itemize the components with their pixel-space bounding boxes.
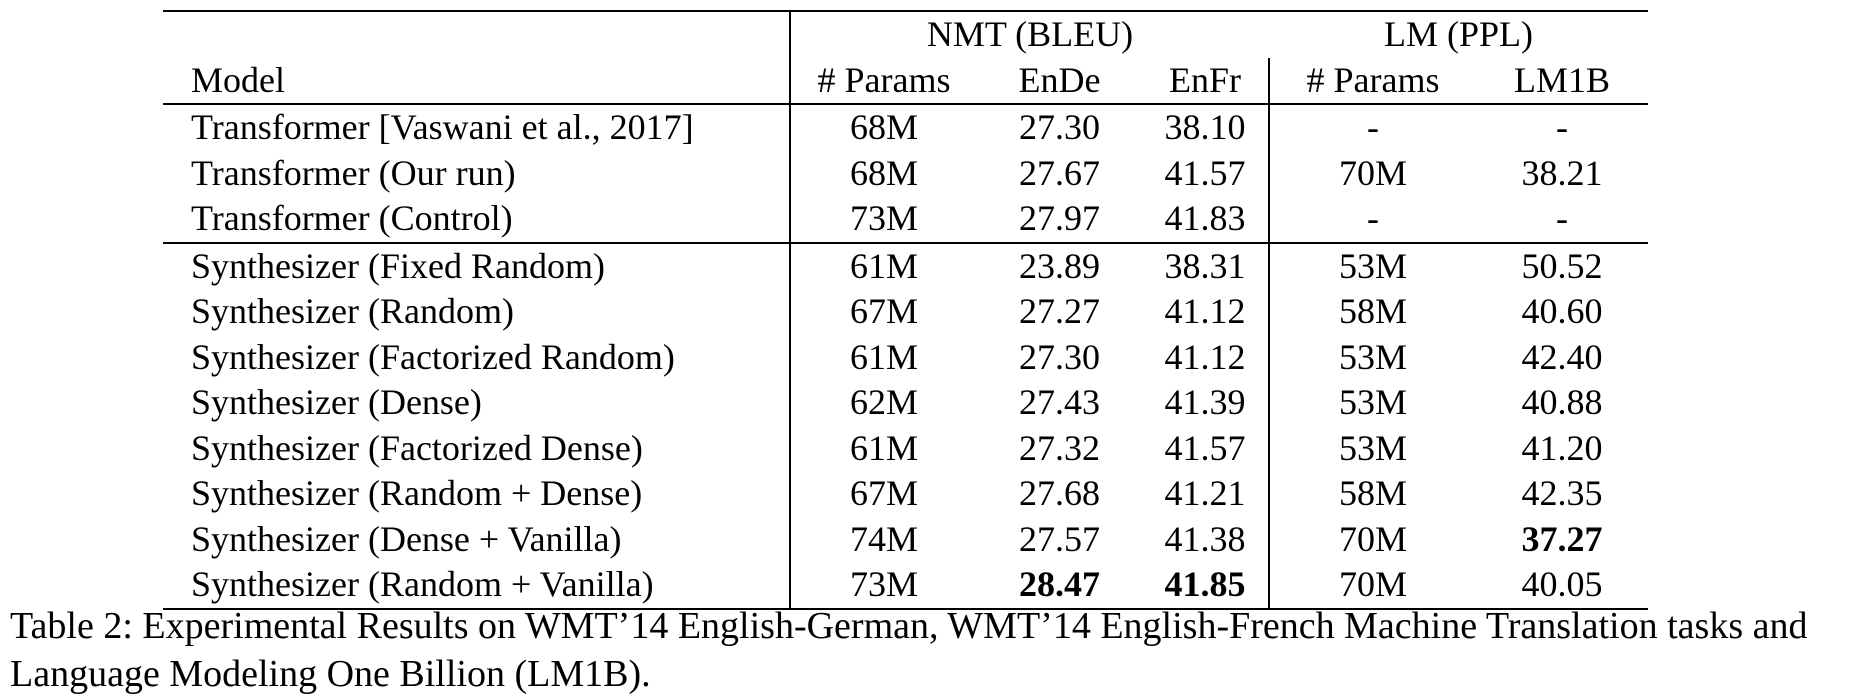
table-row: Transformer (Our run) 68M 27.67 41.57 70… — [163, 150, 1648, 196]
model-column-header: Model — [163, 57, 790, 105]
enfr-cell: 41.83 — [1142, 196, 1269, 244]
table-row: Synthesizer (Dense + Vanilla) 74M 27.57 … — [163, 516, 1648, 562]
model-cell: Synthesizer (Dense) — [191, 382, 482, 423]
ende-cell: 27.43 — [1019, 382, 1100, 423]
table-row: Synthesizer (Factorized Random) 61M 27.3… — [163, 334, 1648, 380]
nmt-params-cell: 62M — [789, 380, 977, 426]
lm1b-cell-best: 37.27 — [1521, 518, 1603, 559]
lm-params-cell: 53M — [1268, 334, 1476, 380]
nmt-group-header: NMT (BLEU) — [789, 10, 1269, 58]
ende-cell: 27.57 — [1019, 518, 1100, 559]
results-table: NMT (BLEU) LM (PPL) Model # Params EnDe … — [163, 10, 1649, 610]
lm1b-cell: - — [1556, 107, 1568, 148]
table-row: Transformer [Vaswani et al., 2017] 68M 2… — [163, 104, 1648, 151]
enfr-cell: 41.57 — [1164, 152, 1246, 193]
nmt-params-column-header: # Params — [789, 57, 977, 105]
model-cell: Synthesizer (Dense + Vanilla) — [191, 518, 622, 559]
enfr-cell: 41.21 — [1164, 473, 1246, 514]
enfr-cell: 41.39 — [1164, 382, 1246, 423]
results-table-container: NMT (BLEU) LM (PPL) Model # Params EnDe … — [163, 10, 1649, 610]
table-row: Synthesizer (Random + Dense) 67M 27.68 4… — [163, 471, 1648, 517]
lm-params-cell: 53M — [1268, 242, 1476, 289]
ende-cell: 27.30 — [1019, 336, 1100, 377]
column-header-row: Model # Params EnDe EnFr # Params LM1B — [163, 57, 1649, 105]
nmt-params-cell: 73M — [789, 562, 977, 610]
lm1b-cell: 42.40 — [1521, 336, 1603, 377]
lm-params-cell: 70M — [1268, 562, 1476, 610]
lm1b-column-header: LM1B — [1476, 57, 1649, 105]
model-cell: Transformer (Our run) — [191, 152, 516, 193]
nmt-params-cell: 68M — [789, 150, 977, 196]
lm-group-header: LM (PPL) — [1269, 10, 1649, 58]
model-cell: Synthesizer (Random) — [191, 291, 514, 332]
model-cell: Transformer [Vaswani et al., 2017] — [191, 107, 694, 148]
enfr-cell: 38.10 — [1164, 107, 1246, 148]
model-cell: Transformer (Control) — [163, 196, 790, 244]
ende-cell: 27.97 — [977, 196, 1142, 244]
lm-params-cell: - — [1268, 196, 1476, 244]
lm-params-cell: 53M — [1268, 380, 1476, 426]
model-cell: Synthesizer (Factorized Random) — [191, 336, 675, 377]
model-cell: Synthesizer (Random + Dense) — [191, 473, 643, 514]
lm1b-cell: 40.88 — [1521, 382, 1603, 423]
lm-params-cell: 58M — [1268, 289, 1476, 335]
table-row: Synthesizer (Dense) 62M 27.43 41.39 53M … — [163, 380, 1648, 426]
model-cell: Synthesizer (Random + Vanilla) — [163, 562, 790, 610]
nmt-params-cell: 67M — [789, 289, 977, 335]
lm1b-cell: 40.05 — [1476, 562, 1649, 610]
nmt-params-cell: 61M — [789, 334, 977, 380]
enfr-cell-best: 41.85 — [1142, 562, 1269, 610]
ende-cell: 27.68 — [1019, 473, 1100, 514]
lm-params-cell: 70M — [1268, 150, 1476, 196]
model-cell: Synthesizer (Fixed Random) — [191, 245, 605, 286]
table-caption: Table 2: Experimental Results on WMT’14 … — [10, 605, 1808, 695]
nmt-params-cell: 61M — [789, 242, 977, 289]
enfr-cell: 41.12 — [1164, 336, 1246, 377]
model-cell: Synthesizer (Factorized Dense) — [191, 427, 643, 468]
nmt-params-cell: 67M — [789, 471, 977, 517]
enfr-column-header: EnFr — [1142, 57, 1269, 105]
table-row: Synthesizer (Factorized Dense) 61M 27.32… — [163, 425, 1648, 471]
ende-cell: 27.30 — [1019, 107, 1100, 148]
lm1b-cell: 38.21 — [1521, 152, 1603, 193]
nmt-params-cell: 73M — [789, 196, 977, 244]
table-row: Synthesizer (Random + Vanilla) 73M 28.47… — [163, 562, 1649, 610]
enfr-cell: 41.57 — [1164, 427, 1246, 468]
lm-params-cell: 58M — [1268, 471, 1476, 517]
enfr-cell: 41.38 — [1164, 518, 1246, 559]
lm1b-cell: 50.52 — [1521, 245, 1603, 286]
ende-cell: 27.32 — [1019, 427, 1100, 468]
lm-params-cell: - — [1268, 104, 1476, 151]
table-row: Synthesizer (Fixed Random) 61M 23.89 38.… — [163, 242, 1648, 289]
ende-cell-best: 28.47 — [977, 562, 1142, 610]
lm1b-cell: - — [1476, 196, 1649, 244]
lm1b-cell: 42.35 — [1521, 473, 1603, 514]
ende-cell: 27.67 — [1019, 152, 1100, 193]
enfr-cell: 38.31 — [1164, 245, 1246, 286]
group-header-row: NMT (BLEU) LM (PPL) — [163, 10, 1649, 58]
nmt-params-cell: 74M — [789, 516, 977, 562]
ende-cell: 27.27 — [1019, 291, 1100, 332]
model-group-empty — [163, 10, 790, 58]
lm1b-cell: 41.20 — [1521, 427, 1603, 468]
table-row: Synthesizer (Random) 67M 27.27 41.12 58M… — [163, 289, 1648, 335]
lm-params-cell: 53M — [1268, 425, 1476, 471]
lm1b-cell: 40.60 — [1521, 291, 1603, 332]
nmt-params-cell: 68M — [789, 104, 977, 151]
table-row: Transformer (Control) 73M 27.97 41.83 - … — [163, 196, 1649, 244]
enfr-cell: 41.12 — [1164, 291, 1246, 332]
ende-cell: 23.89 — [1019, 245, 1100, 286]
nmt-params-cell: 61M — [789, 425, 977, 471]
lm-params-column-header: # Params — [1268, 57, 1476, 105]
ende-column-header: EnDe — [977, 57, 1142, 105]
lm-params-cell: 70M — [1268, 516, 1476, 562]
